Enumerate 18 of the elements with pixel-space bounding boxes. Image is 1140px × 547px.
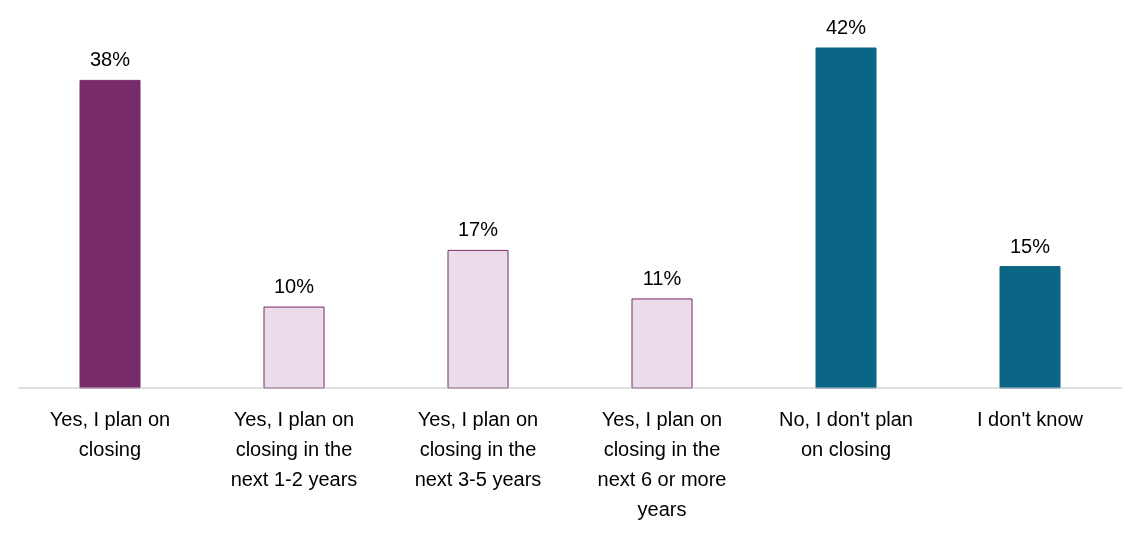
x-tick-label: Yes, I plan on closing in the next 3-5 years (414, 408, 542, 490)
data-label: 17% (457, 218, 499, 241)
x-tick-label: Yes, I plan on closing in the next 6 or more years (597, 408, 727, 520)
bar (815, 47, 877, 389)
x-tick-label: Yes, I plan on closing (49, 408, 171, 460)
x-tick-label: No, I don't plan on closing (779, 408, 913, 460)
data-label: 38% (89, 48, 131, 71)
bar (447, 249, 509, 389)
data-label: 11% (642, 266, 682, 289)
bar (263, 306, 325, 389)
bar (631, 298, 693, 389)
bar (79, 79, 141, 389)
data-label: 42% (825, 16, 867, 38)
x-tick-label: Yes, I plan on closing in the next 1-2 years (230, 408, 358, 490)
data-label: 10% (273, 275, 315, 298)
x-tick-label: I don't know (976, 408, 1084, 430)
bar (999, 266, 1061, 389)
data-label: 15% (1009, 234, 1051, 257)
